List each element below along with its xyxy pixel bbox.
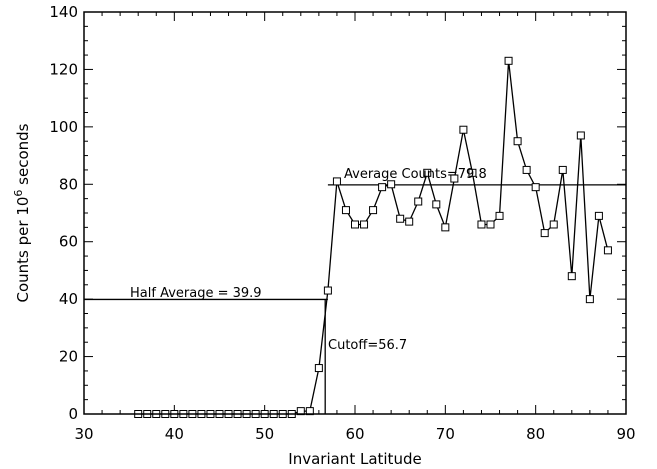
data-point	[585, 295, 594, 304]
y-axis-title: Counts per 106 seconds	[12, 123, 32, 302]
y-tick-label: 100	[49, 118, 78, 136]
data-point	[558, 165, 567, 174]
x-tick-label: 60	[345, 425, 364, 443]
x-tick-label: 70	[436, 425, 455, 443]
y-tick-label: 20	[59, 348, 78, 366]
y-axis-title-exponent: 6	[12, 190, 25, 197]
y-tick-label: 60	[59, 233, 78, 251]
data-point	[360, 220, 369, 229]
x-axis-title: Invariant Latitude	[288, 450, 421, 468]
data-point	[486, 220, 495, 229]
half-average-label: Half Average = 39.9	[130, 286, 262, 301]
data-point	[603, 246, 612, 255]
y-tick-label: 80	[59, 175, 78, 193]
data-point	[513, 137, 522, 146]
data-point	[594, 211, 603, 220]
data-point	[540, 229, 549, 238]
x-tick-label: 40	[165, 425, 184, 443]
tick-labels: 30 40 50 60 70 80 90 0 20 40 60 80 100 120 140	[49, 3, 635, 443]
y-tick-label: 140	[49, 3, 78, 21]
data-point	[341, 206, 350, 215]
y-axis-title-prefix: Counts per 10	[14, 197, 32, 303]
data-point	[549, 220, 558, 229]
data-point	[531, 183, 540, 192]
data-point	[369, 206, 378, 215]
y-tick-label: 120	[49, 60, 78, 78]
y-tick-label: 0	[68, 405, 78, 423]
data-point	[396, 214, 405, 223]
y-tick-label: 40	[59, 290, 78, 308]
data-point	[567, 272, 576, 281]
data-point	[504, 56, 513, 65]
data-point	[323, 286, 332, 295]
data-point	[459, 125, 468, 134]
data-point	[450, 174, 459, 183]
data-point	[423, 168, 432, 177]
data-point	[332, 177, 341, 186]
data-point	[441, 223, 450, 232]
plot-frame	[83, 11, 627, 415]
data-point	[522, 165, 531, 174]
y-axis-title-suffix: seconds	[14, 123, 32, 189]
data-point	[432, 200, 441, 209]
x-tick-label: 30	[74, 425, 93, 443]
data-point	[576, 131, 585, 140]
data-point	[495, 211, 504, 220]
data-point	[414, 197, 423, 206]
data-point	[351, 220, 359, 229]
data-point	[314, 364, 323, 373]
x-tick-label: 90	[616, 425, 635, 443]
x-tick-label: 80	[526, 425, 545, 443]
data-point	[378, 183, 387, 192]
average-label: Average Counts=79.8	[344, 167, 487, 182]
x-tick-label: 50	[255, 425, 274, 443]
data-point	[387, 180, 396, 189]
data-point	[405, 217, 414, 226]
cutoff-label: Cutoff=56.7	[328, 338, 407, 353]
data-point	[468, 168, 477, 177]
data-point	[477, 220, 486, 229]
